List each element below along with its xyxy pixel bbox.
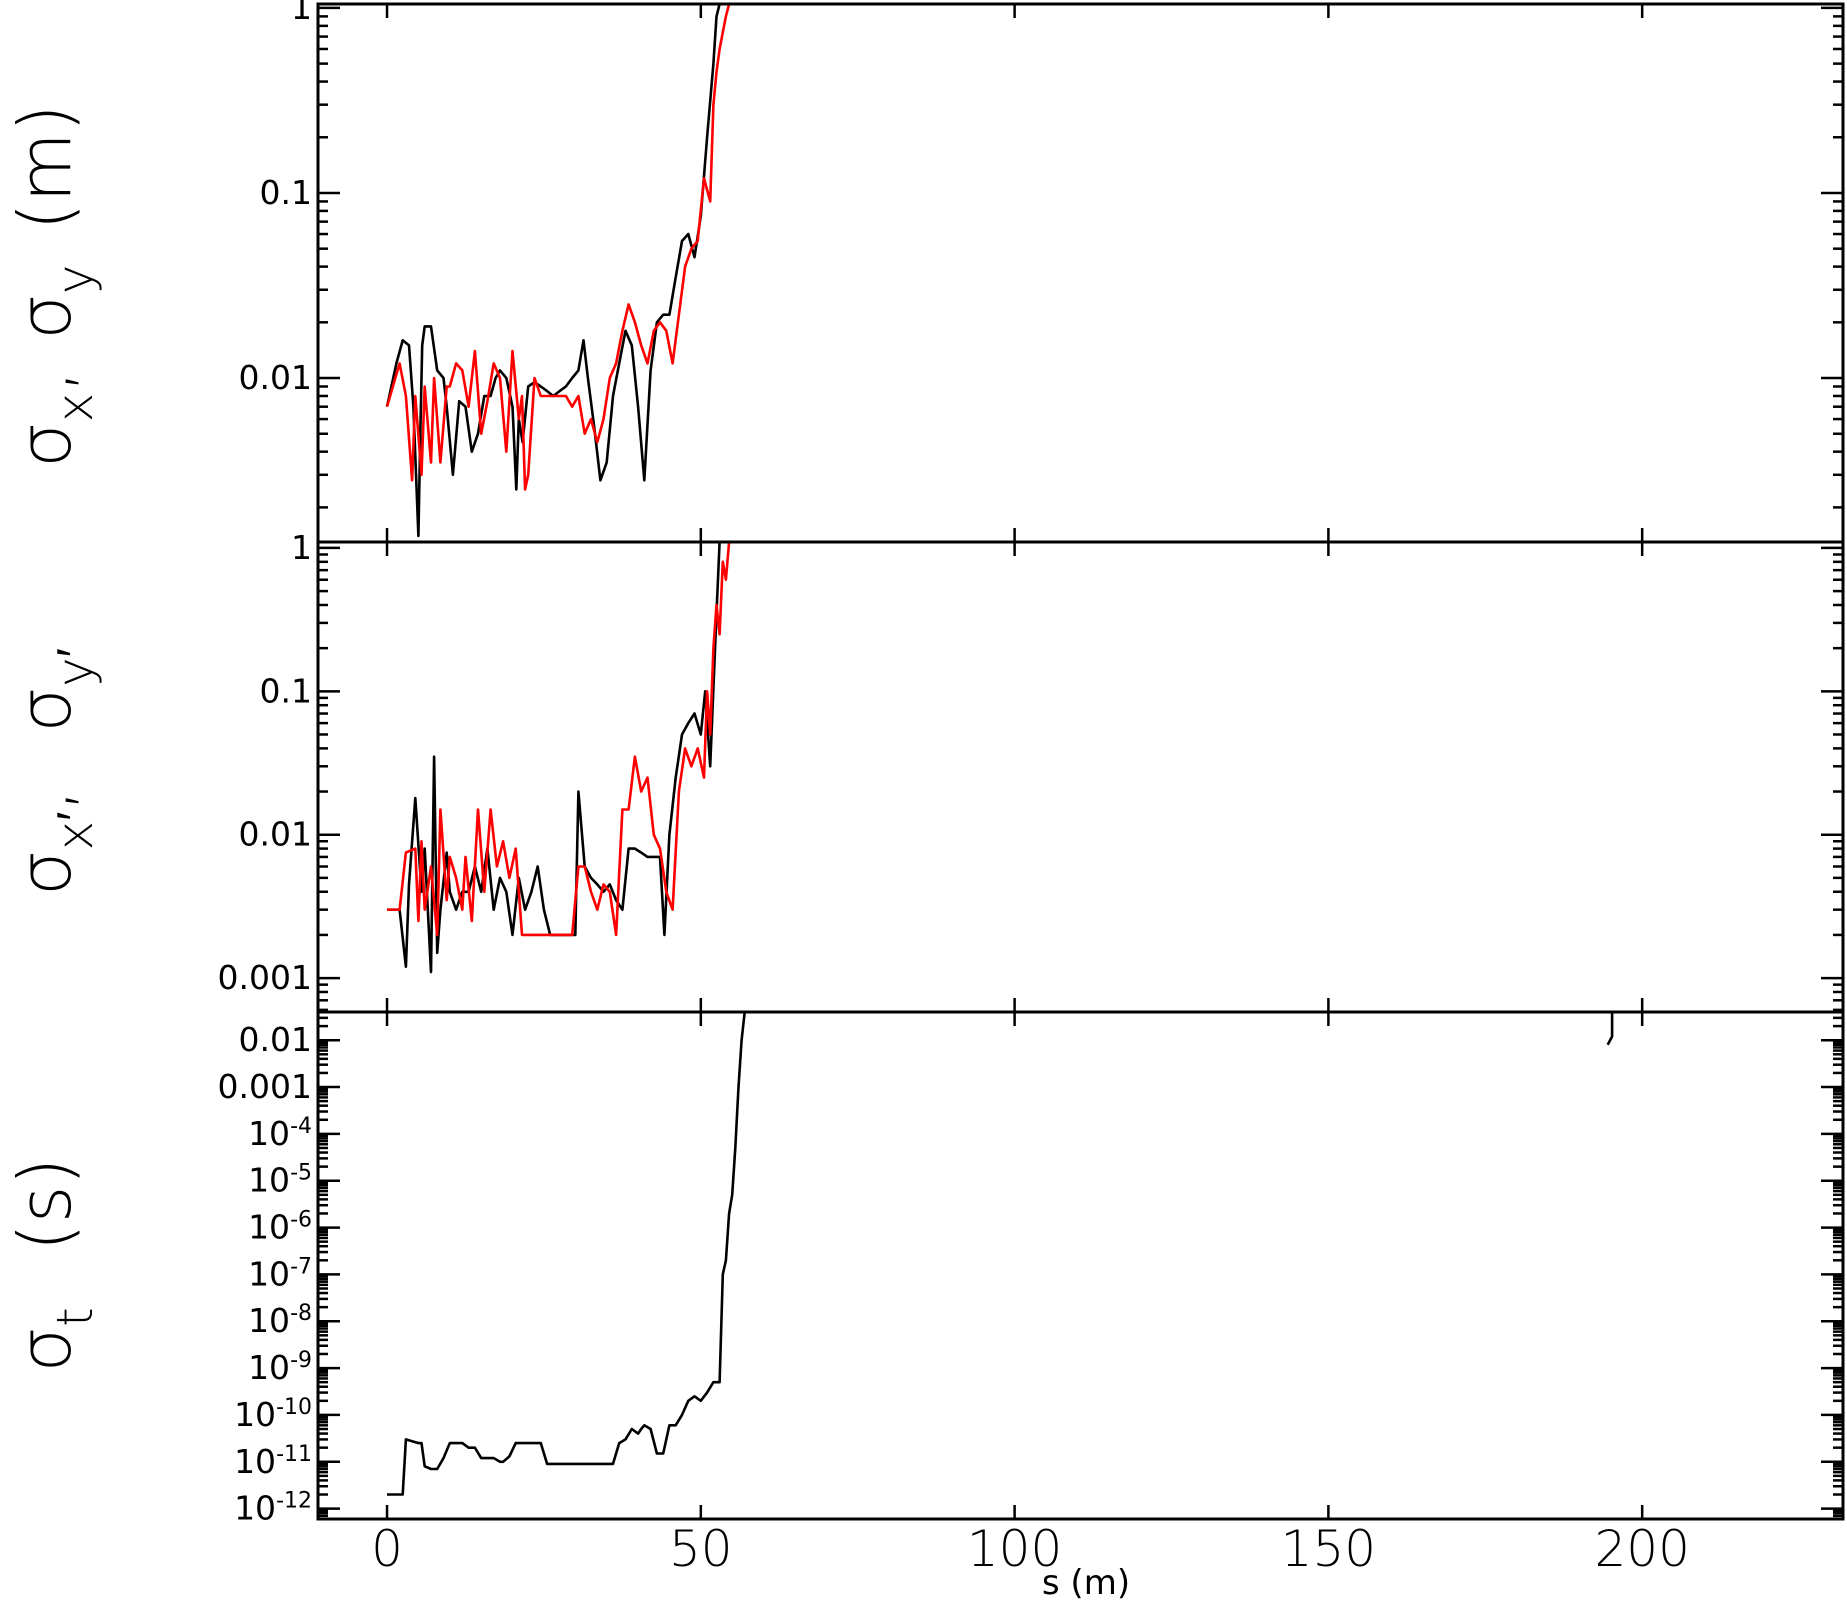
bottom-y-tick-label-exponent: -6 — [290, 1208, 312, 1233]
middle-y-tick-label: 1 — [291, 528, 312, 567]
middle-panel-y-label-sub1: x′ — [46, 811, 104, 850]
bottom-y-tick-label: 0.001 — [218, 1067, 312, 1106]
bottom-y-tick-label-exponent: -12 — [276, 1489, 312, 1514]
bottom-y-tick-label: 10-4 — [248, 1114, 312, 1153]
bottom-y-tick-label-base: 10 — [234, 1442, 276, 1481]
middle-panel-y-label-sub2: y′ — [46, 648, 104, 687]
bottom-y-tick-label-base: 10 — [248, 1254, 290, 1293]
top-panel-y-label-unit: (m) — [3, 104, 87, 230]
top-y-tick-label: 1 — [291, 0, 312, 27]
bottom-y-tick-label-exponent: -10 — [276, 1395, 312, 1420]
bottom-y-tick-label: 10-11 — [234, 1442, 312, 1481]
bottom-y-tick-label-base: 10 — [248, 1208, 290, 1247]
bottom-series-line-0 — [387, 1012, 746, 1496]
top-series-line-1 — [385, 4, 731, 491]
middle-panel-y-label-sep: , — [3, 789, 87, 812]
bottom-y-tick-label-base: 0.001 — [218, 1067, 312, 1106]
bottom-panel-y-label-unit: (s) — [3, 1158, 87, 1252]
bottom-y-tick-label: 10-8 — [248, 1301, 312, 1340]
x-tick-label: 200 — [1594, 1520, 1689, 1578]
bottom-y-tick-label-exponent: -5 — [290, 1161, 312, 1186]
middle-y-tick-label: 0.1 — [260, 671, 312, 710]
bottom-y-tick-label-base: 10 — [248, 1161, 290, 1200]
bottom-y-tick-label: 10-9 — [248, 1348, 312, 1387]
top-y-tick-label: 0.01 — [239, 358, 312, 397]
top-panel-y-label-sep: , — [3, 370, 87, 393]
bottom-panel: 10-1210-1110-1010-910-810-710-610-510-40… — [218, 1010, 1845, 1528]
top-panel-y-label-sigma1: σ — [3, 422, 87, 468]
bottom-frame — [316, 1010, 1845, 1521]
bottom-panel-y-label-sub1: t — [46, 1307, 104, 1327]
bottom-y-tick-label: 10-12 — [234, 1489, 312, 1528]
x-tick-label: 50 — [669, 1520, 733, 1578]
middle-panel-y-label-sigma2: σ — [3, 687, 87, 733]
bottom-y-tick-label-exponent: -7 — [290, 1254, 312, 1279]
bottom-y-tick-label: 0.01 — [239, 1020, 312, 1059]
top-y-tick-label: 0.1 — [260, 173, 312, 212]
x-tick-label: 0 — [371, 1520, 403, 1578]
top-panel-y-label-sub2: y — [46, 264, 104, 294]
middle-series-line-1 — [387, 542, 731, 937]
bottom-y-tick-label-base: 10 — [234, 1395, 276, 1434]
bottom-y-tick-label-exponent: -8 — [290, 1301, 312, 1326]
bottom-y-tick-label: 10-5 — [248, 1161, 312, 1200]
top-panel-y-label: σx,σy(m) — [3, 104, 104, 468]
x-tick-label: 150 — [1281, 1520, 1376, 1578]
middle-panel-y-label: σx′,σy′ — [3, 648, 104, 896]
middle-frame — [316, 540, 1845, 1014]
bottom-y-tick-label-base: 10 — [234, 1489, 276, 1528]
bottom-y-tick-label-base: 10 — [248, 1114, 290, 1153]
top-series-line-0 — [385, 4, 721, 538]
bottom-y-tick-label-base: 10 — [248, 1348, 290, 1387]
top-frame — [316, 2, 1845, 544]
bottom-y-tick-label-base: 0.01 — [239, 1020, 312, 1059]
bottom-y-tick-label-exponent: -11 — [276, 1442, 312, 1467]
top-panel-y-label-sub1: x — [46, 393, 104, 423]
bottom-y-tick-label: 10-6 — [248, 1208, 312, 1247]
x-tick-label: 100 — [967, 1520, 1062, 1578]
middle-y-tick-label: 0.001 — [218, 958, 312, 997]
middle-panel: 0.001 0.01 0.1 1 — [218, 528, 1845, 1014]
bottom-series-line-1 — [1606, 1012, 1614, 1046]
bottom-y-tick-label-exponent: -4 — [290, 1114, 312, 1139]
x-axis-title: s (m) — [1042, 1563, 1130, 1602]
bottom-y-tick-label-exponent: -9 — [290, 1348, 312, 1373]
middle-y-tick-label: 0.01 — [239, 815, 312, 854]
top-panel: 0.01 0.1 1 — [239, 0, 1845, 544]
bottom-panel-y-label-sigma1: σ — [3, 1327, 87, 1373]
bottom-panel-y-label: σt (s) — [3, 1158, 104, 1373]
bottom-y-tick-label: 10-10 — [234, 1395, 312, 1434]
top-panel-y-label-sigma2: σ — [3, 294, 87, 340]
bottom-y-tick-label-base: 10 — [248, 1301, 290, 1340]
bottom-y-tick-label: 10-7 — [248, 1254, 312, 1293]
middle-panel-y-label-sigma1: σ — [3, 850, 87, 896]
